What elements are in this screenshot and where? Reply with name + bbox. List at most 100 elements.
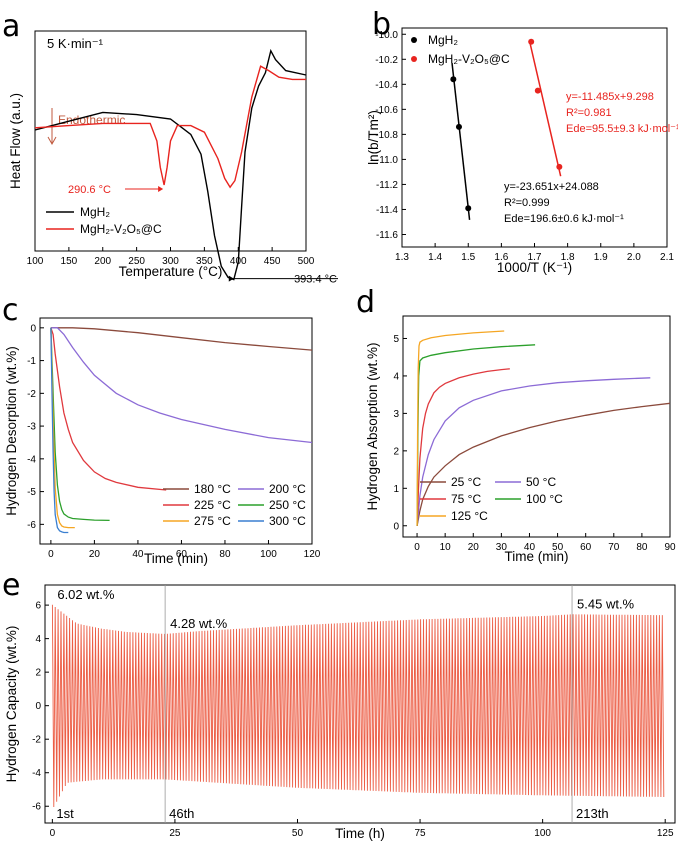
panel-b-point xyxy=(465,205,472,212)
panel-b-fit-text: R²=0.999 xyxy=(504,197,550,209)
panel-e-ylabel: Hydrogen Capacity (wt.%) xyxy=(4,626,19,783)
panel-a-peak-label: 393.4 °C xyxy=(294,274,337,286)
panel-e-frame xyxy=(44,584,676,824)
panel-a-series-line-1 xyxy=(34,65,306,189)
panel-d-xtick-label: 10 xyxy=(440,542,452,553)
panel-a-peak-arrowhead-icon xyxy=(158,186,164,192)
endothermic-arrow-icon xyxy=(47,136,57,146)
panel-e-xtick-label: 100 xyxy=(534,828,551,839)
panel-a-xtick-label: 150 xyxy=(61,256,78,267)
panel-c-xtick-label: 40 xyxy=(132,549,144,560)
panel-c-xtick-label: 0 xyxy=(48,549,54,560)
panel-d-ytick-label: 5 xyxy=(393,334,399,345)
panel-a-xtick-label: 250 xyxy=(128,256,145,267)
panel-b-fit-line-1 xyxy=(529,42,562,177)
panel-c-legend-label: 180 °C xyxy=(194,482,231,496)
panel-e-xtick-label: 50 xyxy=(292,828,304,839)
panel-e-xtick-label: 0 xyxy=(50,828,56,839)
panel-d-xtick-label: 40 xyxy=(524,542,536,553)
panel-b-ytick-label: -11.0 xyxy=(376,155,398,166)
panel-c-xtick-label: 20 xyxy=(89,549,101,560)
panel-b-ytick-label: -10.0 xyxy=(375,30,398,41)
panel-b-legend-marker xyxy=(411,37,417,43)
panel-e-ytick-label: -4 xyxy=(32,768,41,779)
panel-b-ytick-label: -11.4 xyxy=(376,205,398,216)
panel-d-xtick-label: 20 xyxy=(468,542,480,553)
panel-label-e: e xyxy=(2,568,20,603)
panel-b-point xyxy=(534,87,541,94)
panel-c-ytick-label: -2 xyxy=(27,389,36,400)
panel-b-fit-text: R²=0.981 xyxy=(566,107,612,119)
panel-c-series-line-1 xyxy=(50,327,313,444)
panel-c-xlabel: Time (min) xyxy=(144,551,208,566)
panel-c-series-line-2 xyxy=(50,327,167,491)
panel-d-legend-label: 50 °C xyxy=(526,475,556,489)
panel-b-xtick-label: 1.7 xyxy=(528,252,542,263)
panel-b-ylabel: ln(b/Tm²) xyxy=(366,110,381,165)
panel-b-fit-text: Ede=196.6±0.6 kJ·mol⁻¹ xyxy=(504,213,624,225)
panel-a-series-line-0 xyxy=(34,48,307,281)
panel-b-ytick-label: -10.8 xyxy=(375,130,398,141)
panel-a-peak-arrowhead-icon xyxy=(228,275,234,282)
panel-d-legend-label: 75 °C xyxy=(451,492,481,506)
panel-d-legend-label: 100 °C xyxy=(526,492,563,506)
panel-b-ytick-label: -11.6 xyxy=(376,230,398,241)
panel-e-xtick-label: 75 xyxy=(414,828,426,839)
panel-e-xtick-label: 25 xyxy=(169,828,181,839)
panel-a-ylabel: Heat Flow (a.u.) xyxy=(8,93,23,189)
panel-d-legend-label: 25 °C xyxy=(451,475,481,489)
panel-b-xtick-label: 1.8 xyxy=(561,252,575,263)
panel-a-xtick-label: 300 xyxy=(162,256,179,267)
panel-b-fit-text: y=-23.651x+24.088 xyxy=(504,181,599,193)
panel-c-frame xyxy=(39,317,313,545)
panel-b-xtick-label: 1.9 xyxy=(594,252,608,263)
panel-d-ytick-label: 0 xyxy=(393,521,399,532)
panel-a-xtick-label: 500 xyxy=(298,256,315,267)
panel-c-xtick-label: 80 xyxy=(219,549,231,560)
panel-b-xtick-label: 1.6 xyxy=(494,252,508,263)
panel-e-xtick-label: 125 xyxy=(657,828,674,839)
panel-d-legend-label: 125 °C xyxy=(451,509,488,523)
panel-d-xtick-label: 80 xyxy=(636,542,648,553)
panel-d-ytick-label: 4 xyxy=(393,371,399,382)
panel-c-xtick-label: 60 xyxy=(176,549,188,560)
panel-a-xtick-label: 350 xyxy=(196,256,213,267)
panel-a-legend-label: MgH₂ xyxy=(80,205,110,219)
panel-d-xlabel: Time (min) xyxy=(505,549,569,564)
panel-c-legend-label: 250 °C xyxy=(269,498,306,512)
panel-c-legend-label: 225 °C xyxy=(194,498,231,512)
panel-c-ytick-label: 0 xyxy=(30,323,36,334)
panel-a-xtick-label: 200 xyxy=(94,256,111,267)
panel-label-b: b xyxy=(372,7,391,42)
panel-e-ytick-label: -6 xyxy=(32,802,41,813)
panel-e-ytick-label: -2 xyxy=(32,735,41,746)
panel-e-cycle-label: 46th xyxy=(169,806,194,821)
panel-b-fit-text: y=-11.485x+9.298 xyxy=(566,91,654,103)
panel-e-ytick-label: 6 xyxy=(35,601,41,612)
panel-c-series-line-0 xyxy=(50,327,313,351)
panel-b-xtick-label: 2.0 xyxy=(627,252,641,263)
panel-c-xtick-label: 100 xyxy=(260,549,277,560)
panel-d-series-line-0 xyxy=(416,402,671,526)
panel-b-xlabel: 1000/T (K⁻¹) xyxy=(497,260,572,275)
panel-label-d: d xyxy=(356,285,375,320)
panel-b-xtick-label: 1.5 xyxy=(461,252,475,263)
panel-label-c: c xyxy=(2,293,19,328)
rate-annotation: 5 K·min⁻¹ xyxy=(47,36,104,51)
panel-b-xtick-label: 2.1 xyxy=(660,252,674,263)
panel-a-xtick-label: 100 xyxy=(27,256,44,267)
panel-d-ylabel: Hydrogen Absorption (wt.%) xyxy=(365,342,380,510)
panel-e-cycling-trace xyxy=(51,604,665,808)
panel-d-xtick-label: 0 xyxy=(414,542,420,553)
panel-d-xtick-label: 90 xyxy=(664,542,676,553)
panel-d-ytick-label: 1 xyxy=(393,484,399,495)
panel-d-xtick-label: 50 xyxy=(552,542,564,553)
panel-b-ytick-label: -11.2 xyxy=(376,180,398,191)
panel-e-ytick-label: 2 xyxy=(35,668,41,679)
panel-b-xtick-label: 1.3 xyxy=(395,252,409,263)
panel-d-series-line-4 xyxy=(416,330,505,526)
panel-b-ytick-label: -10.6 xyxy=(375,105,398,116)
panel-c-ytick-label: -1 xyxy=(27,356,36,367)
panel-d-xtick-label: 60 xyxy=(580,542,592,553)
panel-e-cycle-label: 1st xyxy=(56,806,74,821)
